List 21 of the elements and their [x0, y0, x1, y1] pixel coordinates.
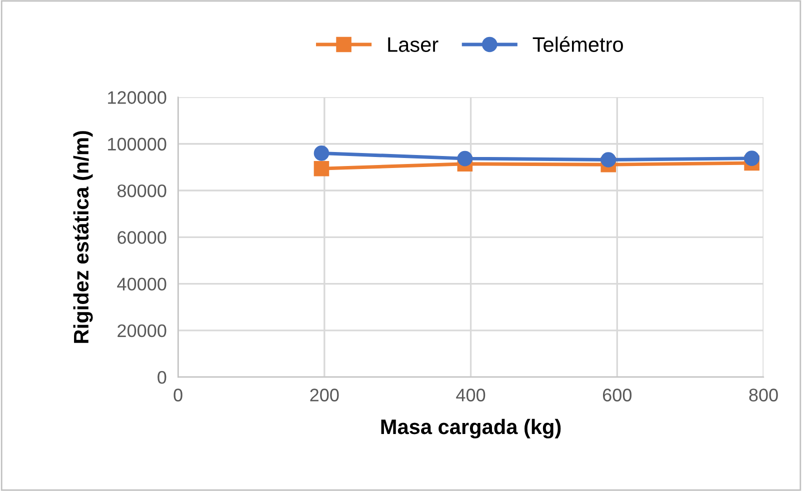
- x-tick-label: 800: [749, 388, 778, 402]
- legend-label: Laser: [388, 37, 438, 52]
- x-tick-label: 400: [456, 388, 486, 402]
- y-tick-label: 100000: [108, 138, 166, 151]
- y-tick-label: 0: [158, 371, 166, 384]
- point: [314, 146, 330, 161]
- x-tick-label: 0: [174, 388, 182, 402]
- y-tick-label: 120000: [108, 91, 166, 104]
- point: [457, 150, 473, 166]
- y-tick-label: 40000: [117, 278, 166, 291]
- y-axis-title: Rigidez estática (n/m): [73, 131, 93, 343]
- point: [600, 152, 616, 168]
- legend-label: Telémetro: [532, 36, 623, 52]
- y-tick-label: 20000: [118, 324, 166, 338]
- point: [744, 150, 760, 166]
- y-tick-label: 60000: [118, 231, 166, 244]
- x-tick-label: 600: [602, 388, 632, 402]
- y-tick-label: 80000: [118, 184, 166, 198]
- x-axis-title: Masa cargada (kg): [381, 418, 561, 438]
- x-tick-label: 200: [310, 388, 339, 402]
- point: [314, 160, 330, 176]
